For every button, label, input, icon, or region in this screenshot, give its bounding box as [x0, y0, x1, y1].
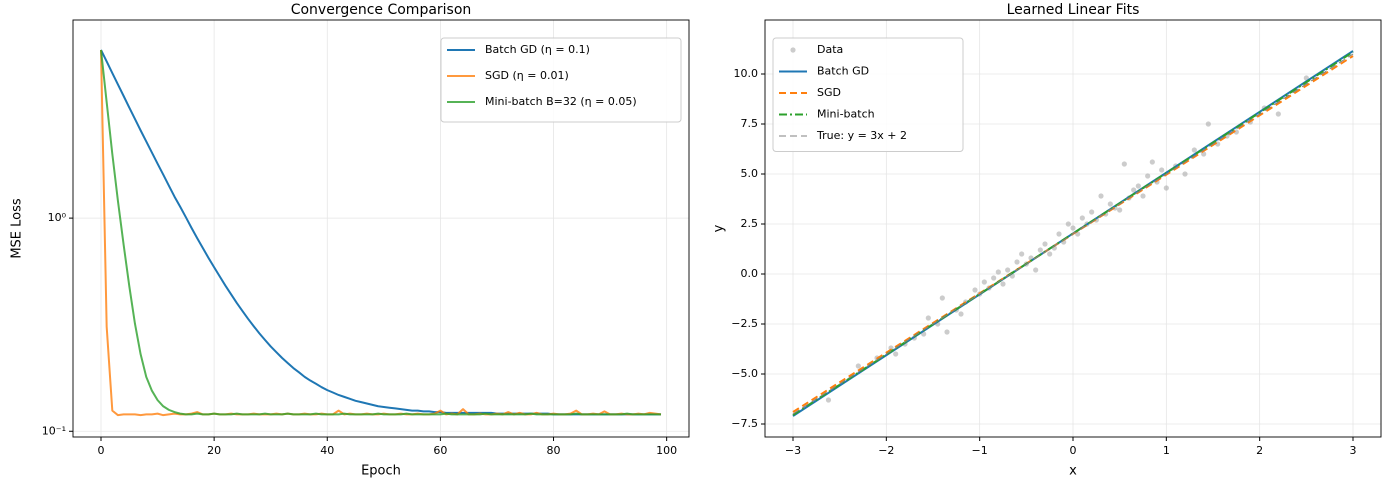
data-point	[1149, 159, 1155, 165]
data-point	[944, 329, 950, 335]
legend-label: SGD	[817, 86, 841, 99]
data-point	[1070, 225, 1076, 231]
data-point	[1107, 201, 1113, 207]
chart-title: Learned Linear Fits	[1007, 2, 1140, 18]
data-point	[1056, 231, 1062, 237]
data-point	[991, 275, 997, 281]
y-tick-label: 5.0	[741, 167, 759, 180]
data-point	[995, 269, 1001, 275]
x-tick-label: 0	[98, 444, 105, 457]
data-point	[855, 363, 861, 369]
data-point	[1131, 187, 1137, 193]
y-tick-label: 10.0	[734, 67, 759, 80]
data-point	[981, 279, 987, 285]
data-point	[1000, 281, 1006, 287]
legend-marker	[790, 47, 796, 53]
y-tick-label: 0.0	[741, 267, 759, 280]
y-axis-label: MSE Loss	[10, 198, 25, 259]
data-point	[1205, 121, 1211, 127]
legend-label: True: y = 3x + 2	[816, 129, 907, 142]
axes-frame	[764, 19, 1382, 438]
data-point	[1117, 207, 1123, 213]
legend-label: Mini-batch B=32 (η = 0.05)	[485, 95, 637, 108]
x-tick-label: −1	[972, 444, 988, 457]
loss-line	[100, 49, 661, 416]
data-point	[1182, 171, 1188, 177]
y-tick-label: 2.5	[741, 217, 759, 230]
y-tick-label: 7.5	[741, 117, 759, 130]
x-axis-label: Epoch	[361, 464, 401, 479]
data-point	[1163, 185, 1169, 191]
data-point	[893, 351, 899, 357]
data-point	[958, 311, 964, 317]
x-tick-label: 1	[1163, 444, 1170, 457]
data-point	[1098, 193, 1104, 199]
data-point	[1275, 111, 1281, 117]
data-point	[1037, 247, 1043, 253]
data-point	[1303, 75, 1309, 81]
data-point	[888, 345, 894, 351]
legend-box	[440, 37, 682, 123]
data-point	[1089, 209, 1095, 215]
data-point	[1033, 267, 1039, 273]
x-tick-label: 100	[656, 444, 677, 457]
data-point	[1159, 167, 1165, 173]
legend-box	[772, 37, 964, 152]
data-point	[939, 295, 945, 301]
data-point	[1121, 161, 1127, 167]
data-point	[1145, 173, 1151, 179]
x-tick-label: 0	[1070, 444, 1077, 457]
axes-frame	[72, 19, 690, 438]
x-axis-label: x	[1069, 464, 1077, 479]
legend-label: Mini-batch	[817, 108, 875, 121]
y-tick-label: 10⁻¹	[42, 424, 66, 437]
y-tick-label: 10⁰	[48, 211, 67, 224]
x-tick-label: 80	[547, 444, 561, 457]
data-point	[1042, 241, 1048, 247]
data-point	[1065, 221, 1071, 227]
data-point	[1191, 147, 1197, 153]
legend-label: SGD (η = 0.01)	[485, 69, 569, 82]
data-point	[925, 315, 931, 321]
legend-label: Data	[817, 43, 843, 56]
x-tick-label: 20	[207, 444, 221, 457]
legend-label: Batch GD (η = 0.1)	[485, 43, 590, 56]
x-tick-label: 3	[1350, 444, 1357, 457]
x-tick-label: −3	[785, 444, 801, 457]
x-tick-label: 40	[320, 444, 334, 457]
data-point	[1014, 259, 1020, 265]
data-point	[1005, 267, 1011, 273]
data-point	[1140, 193, 1146, 199]
x-tick-label: 60	[433, 444, 447, 457]
x-tick-label: −2	[878, 444, 894, 457]
x-tick-label: 2	[1256, 444, 1263, 457]
data-point	[1019, 251, 1025, 257]
y-tick-label: −5.0	[731, 367, 758, 380]
data-point	[825, 397, 832, 403]
data-point	[972, 287, 978, 293]
data-point	[1047, 251, 1053, 257]
y-tick-label: −7.5	[731, 417, 758, 430]
chart-title: Convergence Comparison	[291, 2, 472, 18]
data-point	[1135, 183, 1141, 189]
y-tick-label: −2.5	[731, 317, 758, 330]
legend-label: Batch GD	[817, 65, 869, 78]
fit-line	[792, 53, 1354, 415]
data-point	[1079, 215, 1085, 221]
fit-line	[792, 51, 1354, 416]
y-axis-label: y	[712, 224, 727, 232]
